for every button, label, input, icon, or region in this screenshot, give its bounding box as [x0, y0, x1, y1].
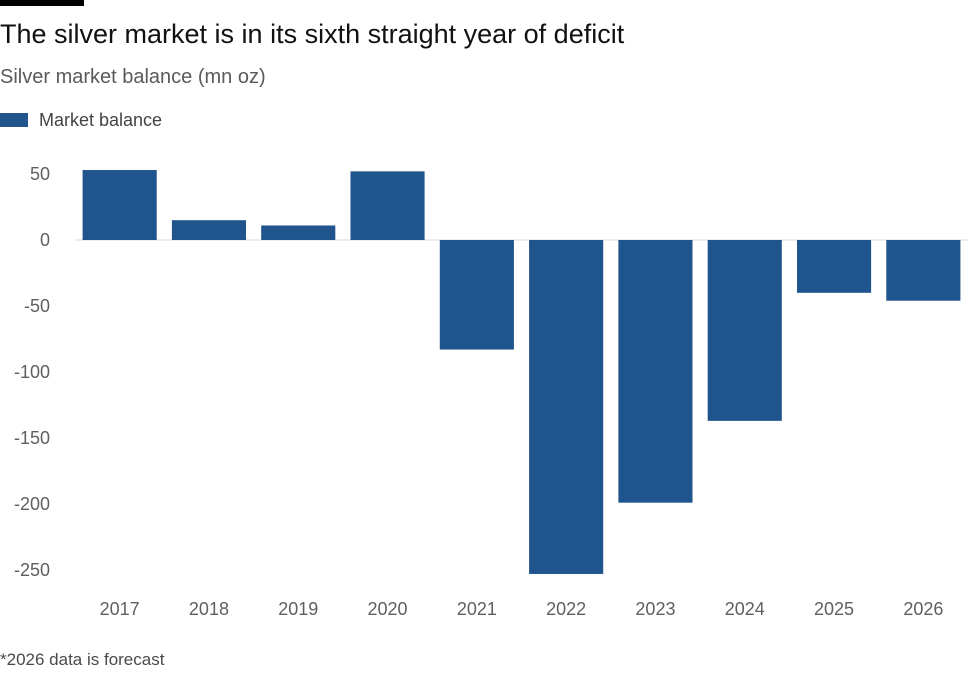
x-tick-label: 2017 [100, 599, 140, 619]
bar-2019 [261, 225, 336, 240]
x-tick-label: 2018 [189, 599, 229, 619]
y-tick-label: -200 [14, 494, 50, 514]
legend: Market balance [0, 108, 162, 132]
x-tick-label: 2024 [725, 599, 765, 619]
x-tick-label: 2026 [903, 599, 943, 619]
y-tick-label: -100 [14, 362, 50, 382]
x-tick-label: 2019 [278, 599, 318, 619]
chart-title: The silver market is in its sixth straig… [0, 19, 625, 49]
legend-label: Market balance [39, 109, 163, 130]
y-tick-label: 0 [40, 230, 50, 250]
y-tick-label: -50 [24, 296, 50, 316]
x-tick-label: 2022 [546, 599, 586, 619]
x-tick-label: 2023 [635, 599, 675, 619]
y-tick-label: -250 [14, 560, 50, 580]
chart-subtitle: Silver market balance (mn oz) [0, 66, 266, 88]
x-tick-label: 2021 [457, 599, 497, 619]
bar-2018 [171, 220, 247, 240]
bar-chart: 50 0 -50 -100 -150 -200 -250 2017 2018 2019 2020 20… [14, 164, 968, 619]
bar-2023 [618, 240, 693, 503]
bar-2025 [796, 240, 872, 293]
x-tick-label: 2020 [368, 599, 408, 619]
bar-2017 [82, 170, 157, 240]
y-tick-label: 50 [30, 164, 50, 184]
bar-2024 [707, 240, 782, 421]
y-tick-label: -150 [14, 428, 50, 448]
bar-2026 [886, 240, 961, 301]
footnote: *2026 data is forecast [0, 650, 165, 669]
bar-2022 [529, 240, 604, 574]
x-tick-label: 2025 [814, 599, 854, 619]
bar-2020 [350, 171, 425, 240]
brand-bar [0, 0, 84, 6]
legend-swatch [0, 113, 28, 127]
bar-2021 [439, 240, 514, 350]
